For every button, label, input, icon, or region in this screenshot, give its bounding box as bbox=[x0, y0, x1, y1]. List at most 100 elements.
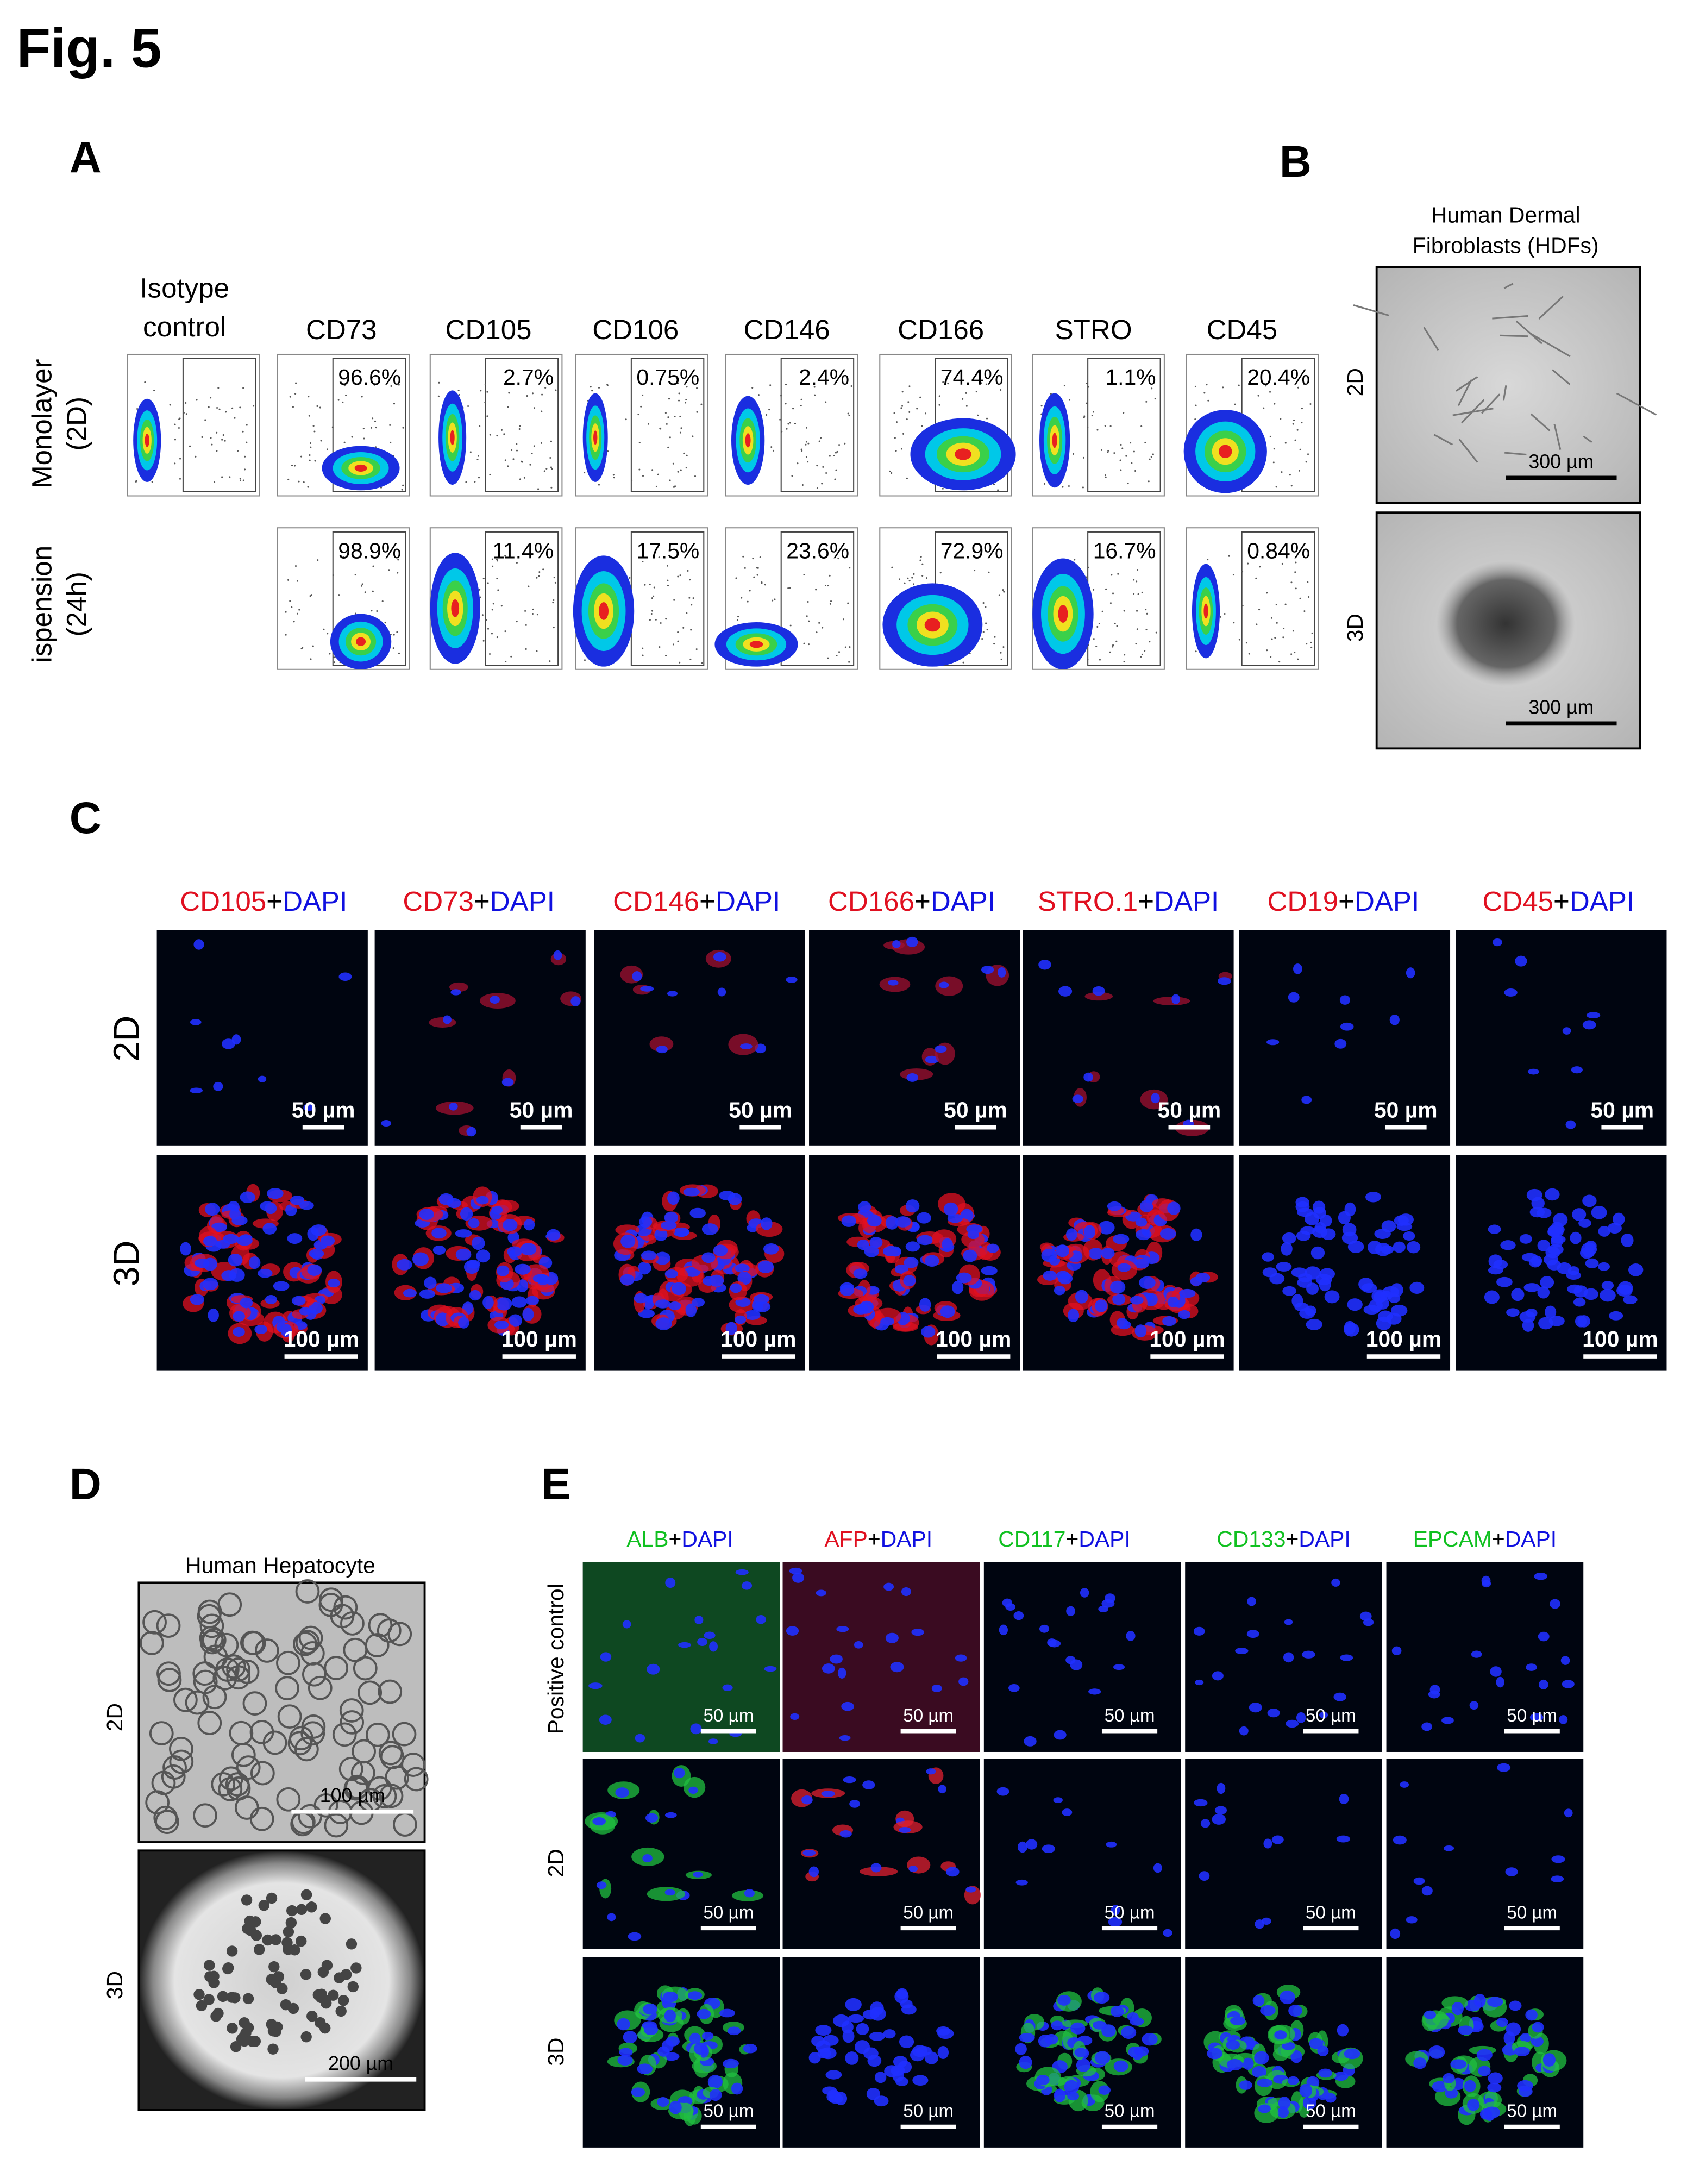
column-header: CD73 bbox=[306, 314, 377, 345]
nucleus bbox=[328, 1278, 340, 1288]
event bbox=[900, 448, 903, 450]
nucleus bbox=[1381, 1245, 1394, 1254]
nucleus bbox=[735, 1569, 749, 1575]
event bbox=[844, 442, 846, 445]
nucleus bbox=[1247, 1597, 1256, 1606]
event bbox=[1290, 653, 1293, 655]
nucleus bbox=[1406, 1916, 1418, 1924]
event bbox=[994, 636, 996, 638]
nucleus bbox=[1547, 1226, 1562, 1237]
nucleus bbox=[1565, 1120, 1576, 1129]
event bbox=[829, 455, 831, 457]
event bbox=[756, 574, 758, 576]
nucleus bbox=[203, 1236, 217, 1247]
scale-bar-label: 300 µm bbox=[1528, 450, 1594, 472]
stain-header: CD105+DAPI bbox=[180, 886, 347, 917]
stain-header-part: + bbox=[699, 886, 716, 917]
event bbox=[289, 396, 291, 398]
event bbox=[1040, 405, 1043, 407]
row-label: 2D bbox=[102, 1703, 127, 1731]
nucleus bbox=[1598, 1225, 1610, 1237]
event bbox=[1096, 625, 1099, 628]
event bbox=[1141, 653, 1143, 655]
nucleus bbox=[664, 2009, 676, 2023]
nucleus bbox=[1361, 1283, 1377, 1293]
event bbox=[329, 653, 331, 655]
nucleus bbox=[792, 1572, 805, 1583]
event bbox=[474, 481, 476, 483]
event bbox=[362, 428, 365, 430]
nucleus bbox=[1083, 1225, 1096, 1239]
nucleus bbox=[1578, 1218, 1591, 1228]
nucleus bbox=[1070, 2022, 1086, 2035]
fibroblast bbox=[1553, 424, 1562, 450]
event bbox=[744, 567, 746, 569]
nucleus bbox=[1484, 1290, 1500, 1304]
event bbox=[1273, 448, 1275, 450]
event bbox=[1069, 399, 1071, 401]
event bbox=[1284, 442, 1287, 444]
nucleus bbox=[1054, 2088, 1066, 2102]
nucleus bbox=[1195, 1273, 1211, 1283]
event bbox=[781, 430, 783, 433]
micrograph bbox=[594, 1155, 805, 1371]
hepatocyte bbox=[245, 1925, 256, 1936]
nucleus bbox=[205, 1203, 220, 1216]
gate bbox=[182, 358, 256, 492]
nucleus bbox=[1098, 1221, 1115, 1235]
nucleus bbox=[1262, 1252, 1274, 1262]
stain-header-part: + bbox=[914, 886, 931, 917]
nucleus bbox=[1585, 1258, 1599, 1269]
nucleus bbox=[1505, 1867, 1518, 1876]
nucleus bbox=[600, 1652, 612, 1662]
nucleus bbox=[880, 1317, 895, 1326]
hepatocyte bbox=[280, 1999, 292, 2011]
nucleus bbox=[615, 1787, 629, 1798]
hepatocyte bbox=[199, 1613, 224, 1638]
flow-plot bbox=[429, 353, 563, 497]
event bbox=[555, 389, 557, 391]
event bbox=[808, 643, 810, 646]
nucleus bbox=[697, 1637, 707, 1647]
nucleus bbox=[1482, 1580, 1491, 1588]
hepatocyte bbox=[347, 1981, 359, 1993]
event bbox=[1307, 453, 1309, 455]
event bbox=[696, 411, 698, 413]
event bbox=[310, 658, 312, 660]
nucleus bbox=[1058, 986, 1073, 997]
hepatocyte bbox=[379, 1784, 404, 1808]
stain-header-part: + bbox=[868, 1526, 881, 1551]
event bbox=[805, 456, 807, 458]
nucleus bbox=[1276, 1262, 1292, 1272]
stain-header-part: DAPI bbox=[1078, 1526, 1130, 1551]
row-label: 3D bbox=[102, 1971, 127, 1999]
event bbox=[253, 405, 255, 407]
nucleus bbox=[1523, 1283, 1540, 1292]
event bbox=[842, 618, 844, 621]
nucleus bbox=[1407, 1241, 1421, 1254]
event bbox=[1270, 617, 1272, 619]
event bbox=[338, 594, 340, 596]
event bbox=[1276, 622, 1278, 624]
nucleus bbox=[1038, 959, 1051, 970]
hepatocyte bbox=[212, 1666, 237, 1691]
nucleus bbox=[739, 1043, 753, 1050]
nucleus bbox=[1195, 1679, 1204, 1686]
event bbox=[479, 596, 481, 598]
event bbox=[794, 423, 797, 425]
nucleus bbox=[1094, 1991, 1110, 2004]
event bbox=[986, 417, 988, 420]
hepatocyte bbox=[300, 2031, 312, 2043]
nucleus bbox=[1545, 1247, 1560, 1259]
hepatocyte bbox=[316, 1988, 328, 2000]
event bbox=[1107, 451, 1109, 453]
event bbox=[1263, 407, 1265, 409]
panel-label: E bbox=[541, 1460, 571, 1509]
nucleus bbox=[1476, 2049, 1493, 2061]
nucleus bbox=[996, 1787, 1009, 1796]
event bbox=[503, 433, 505, 435]
nucleus bbox=[843, 1776, 856, 1784]
event bbox=[650, 613, 653, 615]
nucleus bbox=[885, 1216, 899, 1230]
event bbox=[553, 627, 555, 629]
